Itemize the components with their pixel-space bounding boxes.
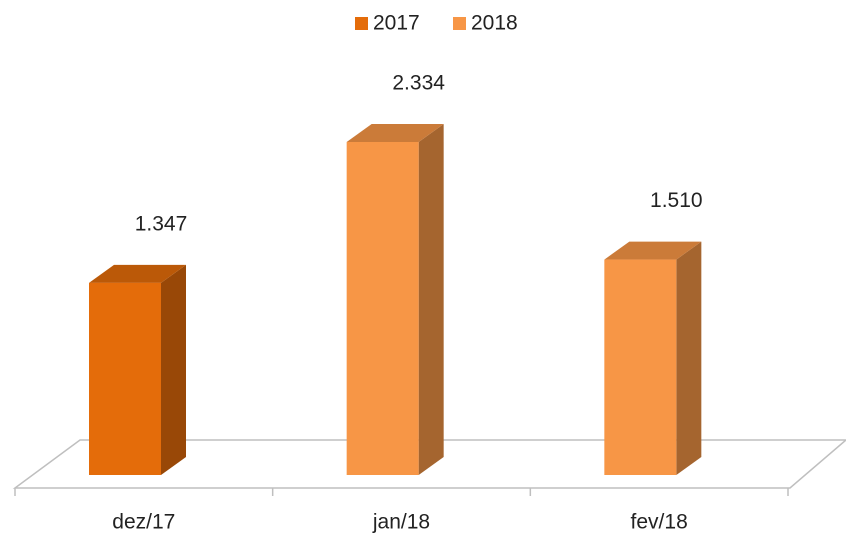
legend-label: 2018 [471, 12, 518, 35]
bar-top [346, 124, 444, 142]
legend-swatch [355, 17, 368, 30]
floor [12, 439, 846, 489]
data-label: 2.334 [392, 72, 445, 95]
legend-swatch [453, 17, 466, 30]
bar-side [418, 124, 444, 475]
bar-side [161, 264, 186, 475]
x-tick-label: jan/18 [372, 511, 430, 534]
legend-label: 2017 [373, 12, 420, 35]
bar-side [676, 241, 702, 475]
bar [89, 282, 161, 475]
data-label: 1.510 [650, 189, 703, 212]
x-tick-label: dez/17 [112, 511, 175, 534]
bar-top [89, 264, 186, 283]
bar-top [604, 241, 702, 260]
x-tick-label: fev/18 [631, 511, 688, 534]
bar [604, 259, 677, 475]
bar [346, 142, 419, 475]
data-label: 1.347 [135, 212, 188, 235]
